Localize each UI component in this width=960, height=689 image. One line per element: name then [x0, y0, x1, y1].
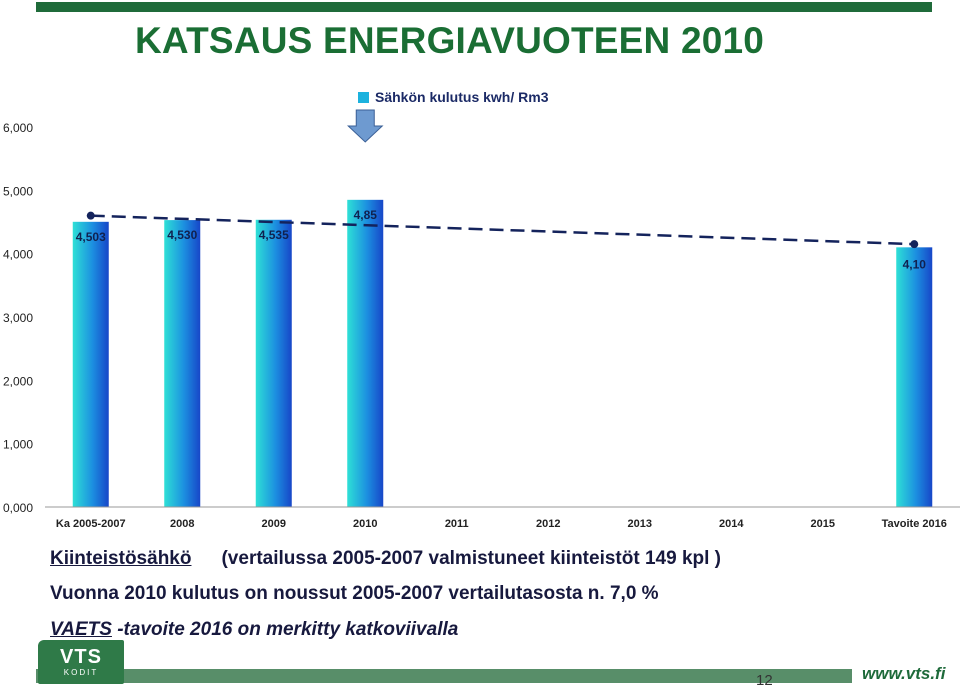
- bars: [72, 199, 933, 508]
- highlight-arrow-icon: [346, 109, 384, 143]
- y-tick-label: 0,000: [3, 501, 33, 515]
- logo-sub: KODIT: [63, 668, 99, 677]
- x-tick-label: 2015: [811, 518, 835, 530]
- bar: [255, 219, 292, 508]
- y-axis: 0,000 1,000 2,000 3,000 4,000 5,000 6,000: [3, 121, 33, 515]
- y-tick-label: 1,000: [3, 438, 33, 452]
- x-tick-label: 2009: [262, 518, 286, 530]
- x-tick-label: 2014: [719, 518, 744, 530]
- x-tick-label: 2010: [353, 518, 377, 530]
- data-label: 4,530: [167, 228, 197, 242]
- target-end-marker: [910, 240, 919, 249]
- data-label: 4,85: [354, 208, 378, 222]
- bottom-bar: [36, 669, 852, 683]
- consumption-chart: Sähkön kulutus kwh/ Rm3 0,000 1,000 2,000 3…: [3, 89, 960, 530]
- y-tick-label: 2,000: [3, 374, 33, 388]
- bar: [347, 199, 384, 507]
- y-tick-label: 3,000: [3, 311, 33, 325]
- x-tick-label: 2011: [445, 518, 469, 530]
- page-title: KATSAUS ENERGIAVUOTEEN 2010: [135, 20, 765, 61]
- note-target: VAETS -tavoite 2016 on merkitty katkovii…: [50, 619, 458, 641]
- website-link[interactable]: www.vts.fi: [862, 664, 946, 683]
- x-tick-label: 2008: [170, 518, 194, 530]
- x-axis: Ka 2005-2007 2008 2009 2010 2011 2012 2013 2014…: [45, 506, 960, 530]
- top-bar: [36, 2, 932, 12]
- page-number: 12: [756, 672, 773, 689]
- y-tick-label: 5,000: [3, 184, 33, 198]
- note-target-keyword: VAETS: [50, 619, 112, 640]
- x-tick-label: Ka 2005-2007: [56, 518, 126, 530]
- note-keyword: Kiinteistösähkö: [50, 548, 192, 569]
- target-line: [86, 211, 919, 249]
- note-comparison: (vertailussa 2005-2007 valmistuneet kiin…: [221, 548, 721, 569]
- data-label: 4,535: [259, 228, 289, 242]
- data-label: 4,503: [76, 230, 106, 244]
- note-property-electricity: Kiinteistösähkö (vertailussa 2005-2007 va…: [50, 548, 721, 570]
- target-dashed-line: [90, 214, 915, 246]
- y-tick-label: 6,000: [3, 121, 33, 135]
- data-labels: 4,503 4,530 4,535 4,85 4,10: [76, 208, 927, 271]
- chart-legend: Sähkön kulutus kwh/ Rm3: [358, 89, 549, 105]
- note-increase: Vuonna 2010 kulutus on noussut 2005-2007…: [50, 583, 659, 604]
- legend-swatch: [358, 92, 369, 103]
- y-tick-label: 4,000: [3, 248, 33, 262]
- x-tick-label: Tavoite 2016: [882, 518, 947, 530]
- vts-logo: VTS KODIT: [38, 640, 124, 684]
- bar: [896, 247, 933, 508]
- x-tick-label: 2012: [536, 518, 560, 530]
- bar: [72, 221, 109, 507]
- down-arrow-icon: [346, 109, 384, 143]
- note-target-rest: -tavoite 2016 on merkitty katkoviivalla: [111, 619, 459, 640]
- data-label: 4,10: [903, 257, 927, 271]
- legend-label: Sähkön kulutus kwh/ Rm3: [375, 89, 549, 105]
- logo-main: VTS: [60, 646, 102, 668]
- bar: [164, 220, 201, 507]
- x-tick-label: 2013: [628, 518, 652, 530]
- target-start-marker: [86, 211, 95, 220]
